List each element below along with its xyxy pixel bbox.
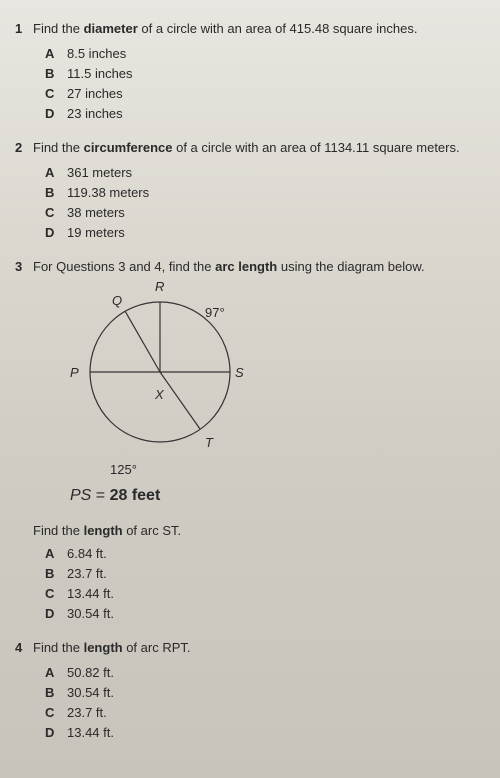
q4-opt-b: B30.54 ft.	[45, 685, 485, 700]
q1-opt-a: A8.5 inches	[45, 46, 485, 61]
q3-sub-before: Find the	[33, 523, 84, 538]
opt-letter: B	[45, 566, 67, 581]
q4-text: Find the length of arc RPT.	[33, 639, 191, 657]
q1-opt-b: B11.5 inches	[45, 66, 485, 81]
q3-a-text: 6.84 ft.	[67, 546, 107, 561]
q2-b-text: 119.38 meters	[67, 185, 149, 200]
q1-b-text: 11.5 inches	[67, 66, 133, 81]
q4-opt-d: D13.44 ft.	[45, 725, 485, 740]
q3-bold: arc length	[215, 259, 277, 274]
opt-letter: C	[45, 705, 67, 720]
question-2: 2 Find the circumference of a circle wit…	[15, 139, 485, 240]
ps-equation: PS = 28 feet	[70, 487, 485, 505]
label-t: T	[205, 435, 213, 450]
q4-a-text: 50.82 ft.	[67, 665, 114, 680]
opt-letter: D	[45, 725, 67, 740]
opt-letter: B	[45, 685, 67, 700]
line-xt	[160, 372, 200, 429]
ps-eq: =	[91, 487, 109, 504]
q3-d-text: 30.54 ft.	[67, 606, 114, 621]
circle-diagram: R Q 97° P S X T 125°	[70, 287, 250, 477]
q2-opt-c: C38 meters	[45, 205, 485, 220]
opt-letter: C	[45, 586, 67, 601]
q4-before: Find the	[33, 640, 84, 655]
line-xq	[125, 311, 160, 372]
q2-before: Find the	[33, 140, 84, 155]
q3-opt-a: A6.84 ft.	[45, 546, 485, 561]
q2-opt-b: B119.38 meters	[45, 185, 485, 200]
ps-var: PS	[70, 487, 91, 504]
q1-before: Find the	[33, 21, 84, 36]
q3-sub-after: of arc ST.	[123, 523, 182, 538]
q3-before: For Questions 3 and 4, find the	[33, 259, 215, 274]
q2-number: 2	[15, 140, 33, 155]
q3-b-text: 23.7 ft.	[67, 566, 107, 581]
q1-a-text: 8.5 inches	[67, 46, 126, 61]
opt-letter: A	[45, 546, 67, 561]
question-1: 1 Find the diameter of a circle with an …	[15, 20, 485, 121]
label-q: Q	[112, 293, 122, 308]
q1-d-text: 23 inches	[67, 106, 123, 121]
label-s: S	[235, 365, 244, 380]
question-4: 4 Find the length of arc RPT. A50.82 ft.…	[15, 639, 485, 740]
q4-prompt-line: 4 Find the length of arc RPT.	[15, 639, 485, 657]
label-97: 97°	[205, 305, 225, 320]
q4-opt-a: A50.82 ft.	[45, 665, 485, 680]
q2-c-text: 38 meters	[67, 205, 125, 220]
q4-c-text: 23.7 ft.	[67, 705, 107, 720]
q3-number: 3	[15, 259, 33, 274]
label-125: 125°	[110, 462, 137, 477]
label-r: R	[155, 279, 164, 294]
opt-letter: D	[45, 606, 67, 621]
q2-options: A361 meters B119.38 meters C38 meters D1…	[45, 165, 485, 240]
q2-text: Find the circumference of a circle with …	[33, 139, 460, 157]
q4-options: A50.82 ft. B30.54 ft. C23.7 ft. D13.44 f…	[45, 665, 485, 740]
label-p: P	[70, 365, 79, 380]
opt-letter: D	[45, 106, 67, 121]
ps-val: 28 feet	[110, 487, 161, 504]
q3-c-text: 13.44 ft.	[67, 586, 114, 601]
q2-after: of a circle with an area of 1134.11 squa…	[172, 140, 459, 155]
opt-letter: B	[45, 66, 67, 81]
q1-after: of a circle with an area of 415.48 squar…	[138, 21, 418, 36]
q1-options: A8.5 inches B11.5 inches C27 inches D23 …	[45, 46, 485, 121]
q3-opt-d: D30.54 ft.	[45, 606, 485, 621]
q4-opt-c: C23.7 ft.	[45, 705, 485, 720]
q2-d-text: 19 meters	[67, 225, 125, 240]
q3-options: A6.84 ft. B23.7 ft. C13.44 ft. D30.54 ft…	[45, 546, 485, 621]
q1-bold: diameter	[84, 21, 138, 36]
q3-text: For Questions 3 and 4, find the arc leng…	[33, 258, 425, 276]
q2-a-text: 361 meters	[67, 165, 132, 180]
q1-opt-c: C27 inches	[45, 86, 485, 101]
opt-letter: D	[45, 225, 67, 240]
q3-sub-prompt: Find the length of arc ST.	[33, 523, 485, 538]
opt-letter: C	[45, 86, 67, 101]
opt-letter: C	[45, 205, 67, 220]
q4-d-text: 13.44 ft.	[67, 725, 114, 740]
q3-opt-b: B23.7 ft.	[45, 566, 485, 581]
q2-opt-a: A361 meters	[45, 165, 485, 180]
q1-prompt-line: 1 Find the diameter of a circle with an …	[15, 20, 485, 38]
q1-c-text: 27 inches	[67, 86, 123, 101]
q1-text: Find the diameter of a circle with an ar…	[33, 20, 417, 38]
q4-bold: length	[84, 640, 123, 655]
q2-opt-d: D19 meters	[45, 225, 485, 240]
q4-b-text: 30.54 ft.	[67, 685, 114, 700]
question-3: 3 For Questions 3 and 4, find the arc le…	[15, 258, 485, 620]
label-x: X	[155, 387, 164, 402]
q3-prompt-line: 3 For Questions 3 and 4, find the arc le…	[15, 258, 485, 276]
q4-number: 4	[15, 640, 33, 655]
q2-bold: circumference	[84, 140, 173, 155]
q1-number: 1	[15, 21, 33, 36]
q2-prompt-line: 2 Find the circumference of a circle wit…	[15, 139, 485, 157]
q4-after: of arc RPT.	[123, 640, 191, 655]
opt-letter: A	[45, 165, 67, 180]
q1-opt-d: D23 inches	[45, 106, 485, 121]
opt-letter: B	[45, 185, 67, 200]
opt-letter: A	[45, 46, 67, 61]
q3-opt-c: C13.44 ft.	[45, 586, 485, 601]
q3-sub-bold: length	[84, 523, 123, 538]
opt-letter: A	[45, 665, 67, 680]
q3-after: using the diagram below.	[277, 259, 424, 274]
